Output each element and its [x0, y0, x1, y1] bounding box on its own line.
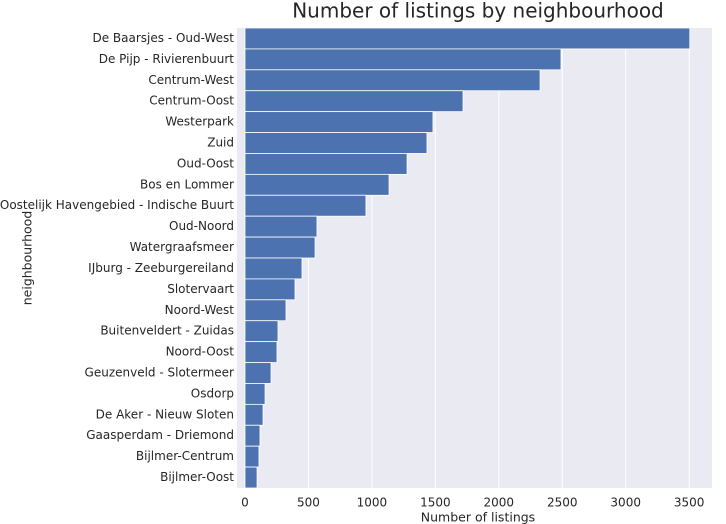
- x-tick-label: 0: [241, 496, 249, 510]
- y-tick-label: Noord-West: [165, 303, 235, 317]
- y-tick-label: IJburg - Zeeburgereiland: [88, 261, 234, 275]
- bar: [244, 153, 408, 175]
- y-tick-label: Watergraafsmeer: [130, 240, 234, 254]
- y-tick-label: Bijlmer-Centrum: [136, 449, 234, 463]
- x-tick-label: 500: [297, 496, 320, 510]
- y-tick-label: Zuid: [207, 136, 234, 150]
- y-axis-label: neighbourhood: [20, 211, 35, 306]
- y-tick-label: Slotervaart: [167, 282, 234, 296]
- y-tick-label: Westerpark: [165, 115, 234, 129]
- bar: [244, 320, 279, 343]
- bar: [244, 445, 260, 468]
- x-tick-label: 2500: [547, 496, 578, 510]
- bar: [244, 111, 434, 133]
- bar: [244, 173, 390, 196]
- bar: [244, 194, 367, 217]
- bar: [244, 215, 318, 238]
- bar: [244, 278, 296, 301]
- bar: [244, 90, 464, 113]
- bar: [244, 383, 266, 405]
- y-tick-label: Osdorp: [191, 386, 234, 400]
- bar: [244, 132, 428, 154]
- y-tick-label: Geuzenveld - Slotermeer: [85, 366, 235, 380]
- bar: [244, 403, 264, 426]
- bar: [244, 257, 303, 280]
- y-tick-label: Noord-Oost: [166, 345, 235, 359]
- bar: [244, 69, 541, 92]
- y-tick-label: Oud-Noord: [169, 219, 234, 233]
- bar: [244, 299, 287, 322]
- bar: [244, 27, 691, 50]
- y-tick-label: Oostelijk Havengebied - Indische Buurt: [0, 198, 234, 212]
- y-tick-label: Buitenveldert - Zuidas: [100, 324, 234, 338]
- bar: [244, 424, 261, 447]
- x-tick-label: 2000: [484, 496, 515, 510]
- y-tick-label: Gaasperdam - Driemond: [86, 428, 234, 442]
- x-tick-label: 1000: [357, 496, 388, 510]
- y-tick-label: De Pijp - Rivierenbuurt: [99, 52, 235, 66]
- bar: [244, 48, 562, 71]
- x-axis-label: Number of listings: [421, 510, 535, 524]
- y-tick-label: Bos en Lommer: [140, 177, 234, 191]
- x-tick-label: 3000: [610, 496, 641, 510]
- y-tick-label: Centrum-West: [148, 73, 234, 87]
- bar: [244, 466, 258, 489]
- y-tick-label: Bijlmer-Oost: [160, 470, 234, 484]
- bar: [244, 362, 272, 384]
- y-tick-label: De Aker - Nieuw Sloten: [96, 407, 234, 421]
- bar: [244, 341, 278, 363]
- y-tick-label: De Baarsjes - Oud-West: [92, 31, 234, 45]
- y-tick-label: Centrum-Oost: [149, 94, 234, 108]
- y-tick-label: Oud-Oost: [177, 156, 234, 170]
- x-tick-label: 1500: [420, 496, 451, 510]
- chart-title: Number of listings by neighbourhood: [292, 0, 664, 23]
- x-tick-label: 3500: [674, 496, 705, 510]
- bar: [244, 236, 316, 259]
